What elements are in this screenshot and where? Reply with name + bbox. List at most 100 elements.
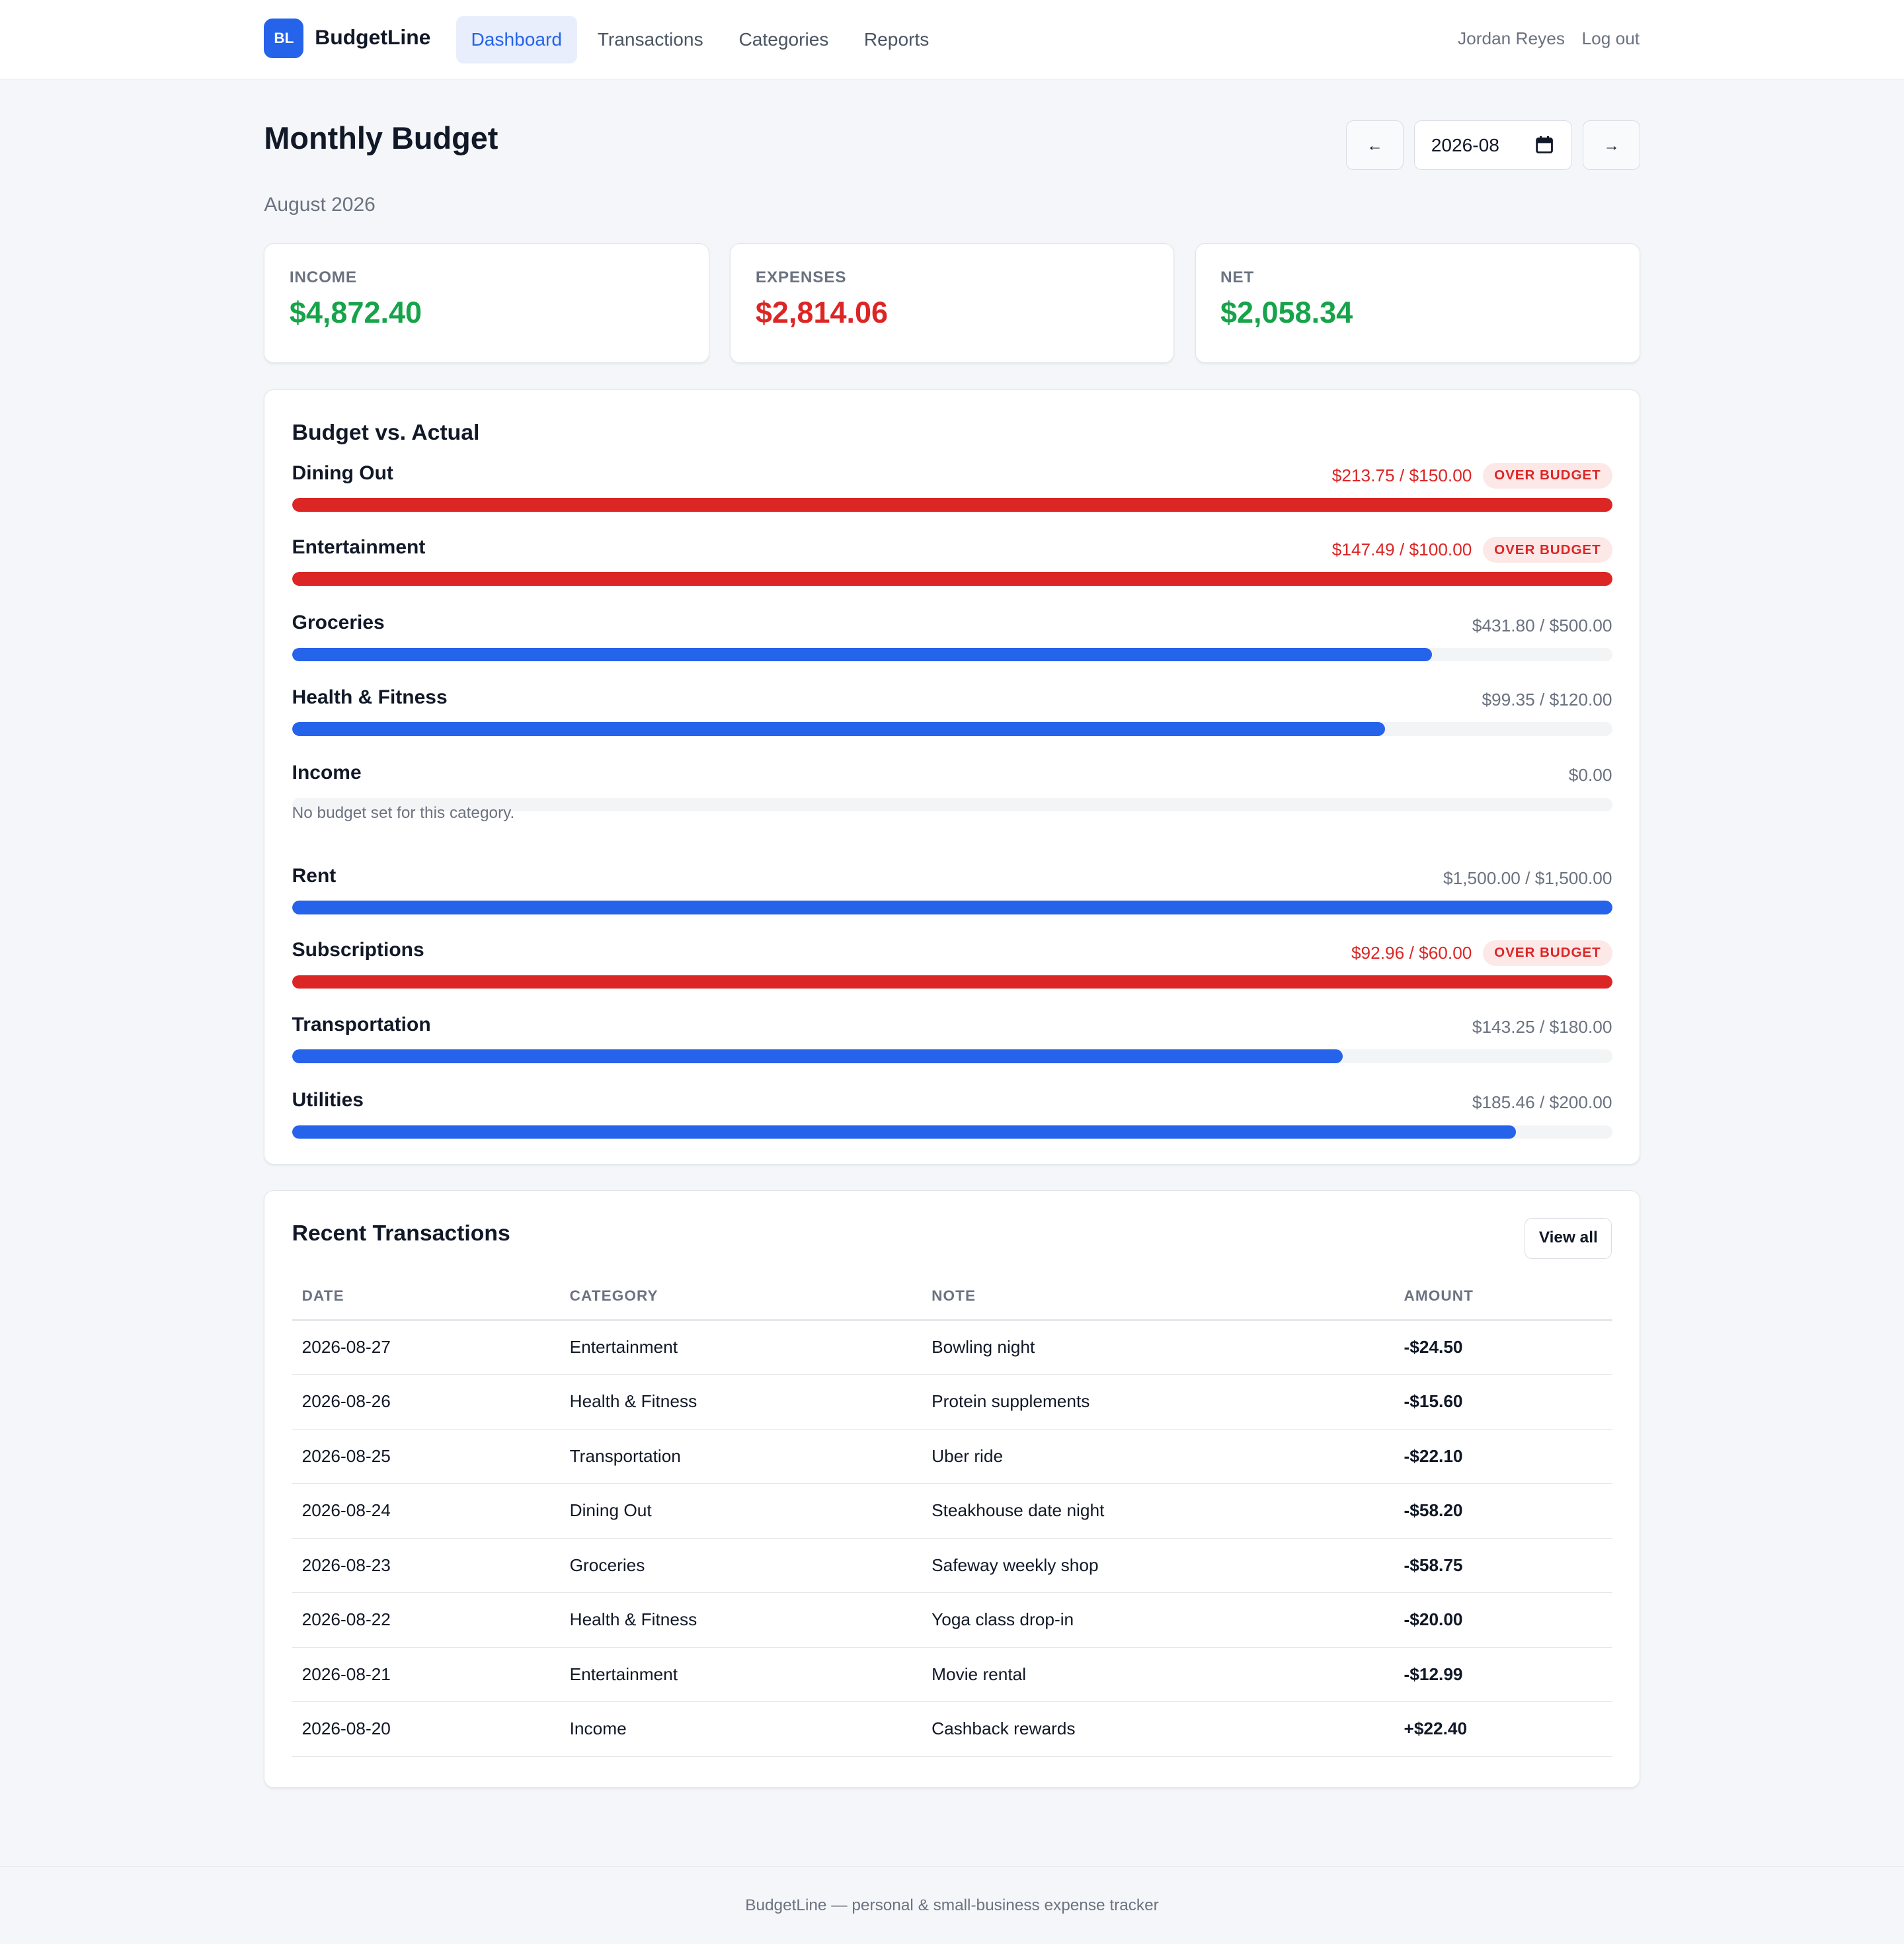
column-header-date[interactable]: DATE [292, 1272, 560, 1321]
budget-row-entertainment: Entertainment $147.49 / $100.00 OVER BUDGE… [292, 536, 1612, 598]
recent-transactions-card: Recent Transactions View all DATE CATEGO… [264, 1190, 1640, 1788]
table-row[interactable]: 2026-08-23 Groceries Safeway weekly shop -$… [292, 1538, 1612, 1593]
income-summary-card: INCOME $4,872.40 [264, 243, 709, 364]
nav-link-reports[interactable]: Reports [863, 29, 930, 50]
transaction-amount: -$22.10 [1394, 1429, 1612, 1484]
budget-row-transportation: Transportation $143.25 / $180.00 [292, 1014, 1612, 1076]
income-value: $4,872.40 [289, 296, 422, 330]
budget-progress-fill [292, 572, 1612, 586]
transaction-amount: -$20.00 [1394, 1592, 1612, 1648]
expenses-value: $2,814.06 [755, 296, 889, 330]
budget-progress-track [292, 797, 1612, 812]
budget-row-utilities: Utilities $185.46 / $200.00 [292, 1089, 1612, 1151]
transaction-note: Cashback rewards [922, 1701, 1394, 1757]
budget-progress-track [292, 647, 1612, 662]
column-header-note[interactable]: NOTE [922, 1272, 1394, 1321]
budget-amount: $147.49 / $100.00 [1331, 540, 1472, 560]
column-header-amount[interactable]: AMOUNT [1394, 1272, 1612, 1321]
budget-amount: $431.80 / $500.00 [1472, 615, 1612, 635]
budget-progress-track [292, 901, 1612, 914]
budget-amount-group: $185.46 / $200.00 [1472, 1089, 1612, 1116]
nav-link-categories[interactable]: Categories [738, 29, 829, 50]
brand-name[interactable]: BudgetLine [315, 24, 431, 49]
transaction-category: Transportation [559, 1429, 922, 1484]
table-row[interactable]: 2026-08-21 Entertainment Movie rental -$12.… [292, 1647, 1612, 1702]
brand-logo[interactable]: BL [264, 19, 304, 59]
calendar-icon[interactable] [1535, 136, 1554, 154]
budget-progress-fill [292, 1049, 1343, 1063]
net-label: NET [1220, 268, 1254, 286]
budget-amount-group: $92.96 / $60.00 OVER BUDGET [1351, 939, 1612, 966]
transaction-note: Movie rental [922, 1647, 1394, 1702]
transactions-section-title: Recent Transactions [292, 1221, 510, 1246]
transaction-date: 2026-08-27 [292, 1320, 560, 1375]
budget-amount: $213.75 / $150.00 [1331, 465, 1472, 485]
budget-amount: $1,500.00 / $1,500.00 [1443, 868, 1612, 888]
budget-amount-group: $147.49 / $100.00 OVER BUDGET [1332, 536, 1612, 563]
nav-link-transactions[interactable]: Transactions [597, 29, 703, 50]
over-budget-badge: OVER BUDGET [1483, 462, 1612, 489]
net-value: $2,058.34 [1220, 296, 1353, 330]
table-row[interactable]: 2026-08-27 Entertainment Bowling night -$24… [292, 1320, 1612, 1375]
net-summary-card: NET $2,058.34 [1195, 243, 1640, 364]
page-subtitle: August 2026 [264, 193, 376, 216]
budget-category-name: Dining Out [292, 462, 393, 484]
table-row[interactable]: 2026-08-24 Dining Out Steakhouse date nigh… [292, 1483, 1612, 1539]
budget-progress-track [292, 1125, 1612, 1139]
budget-category-name: Groceries [292, 612, 385, 634]
transaction-category: Entertainment [559, 1320, 922, 1375]
top-nav: BL BudgetLine Dashboard Transactions Cat… [0, 0, 1904, 79]
footer-text: BudgetLine — personal & small-business e… [745, 1896, 1159, 1914]
page-title: Monthly Budget [264, 120, 498, 155]
month-picker-input[interactable]: 2026-08 [1414, 120, 1572, 170]
transaction-date: 2026-08-23 [292, 1538, 560, 1593]
budget-progress-track [292, 497, 1612, 512]
column-header-category[interactable]: CATEGORY [559, 1272, 922, 1321]
budget-amount: $99.35 / $120.00 [1482, 690, 1612, 709]
view-all-button[interactable]: View all [1525, 1218, 1612, 1260]
transaction-date: 2026-08-20 [292, 1701, 560, 1757]
over-budget-badge: OVER BUDGET [1483, 537, 1612, 563]
table-row[interactable]: 2026-08-20 Income Cashback rewards +$22.40 [292, 1701, 1612, 1757]
budget-amount-group: $213.75 / $150.00 OVER BUDGET [1332, 462, 1612, 489]
over-budget-badge: OVER BUDGET [1483, 940, 1612, 966]
next-month-button[interactable]: → [1583, 120, 1640, 170]
table-row[interactable]: 2026-08-22 Health & Fitness Yoga class dro… [292, 1592, 1612, 1648]
budget-progress-track [292, 572, 1612, 586]
transaction-date: 2026-08-26 [292, 1374, 560, 1430]
nav-link-dashboard[interactable]: Dashboard [456, 16, 577, 63]
budget-progress-track [292, 722, 1612, 736]
budget-row-health-fitness: Health & Fitness $99.35 / $120.00 [292, 686, 1612, 749]
user-name[interactable]: Jordan Reyes [1458, 28, 1565, 49]
transactions-table: DATE CATEGORY NOTE AMOUNT 2026-08-27 Ente… [292, 1272, 1612, 1757]
transaction-note: Protein supplements [922, 1374, 1394, 1430]
budget-amount-group: $0.00 [1569, 762, 1612, 789]
budget-progress-fill [292, 497, 1612, 512]
budget-progress-fill [292, 647, 1433, 662]
table-row[interactable]: 2026-08-25 Transportation Uber ride -$22.10 [292, 1429, 1612, 1484]
transaction-category: Dining Out [559, 1483, 922, 1539]
expenses-label: EXPENSES [755, 268, 847, 286]
transaction-amount: -$15.60 [1394, 1374, 1612, 1430]
transaction-category: Health & Fitness [559, 1592, 922, 1648]
budget-progress-track [292, 1049, 1612, 1063]
budget-row-rent: Rent $1,500.00 / $1,500.00 [292, 865, 1612, 927]
logout-link[interactable]: Log out [1581, 28, 1640, 49]
budget-amount: $92.96 / $60.00 [1351, 942, 1472, 963]
budget-progress-fill [292, 1125, 1517, 1139]
no-budget-note: No budget set for this category. [292, 804, 515, 822]
transaction-category: Health & Fitness [559, 1374, 922, 1430]
transaction-date: 2026-08-24 [292, 1483, 560, 1539]
prev-month-button[interactable]: ← [1346, 120, 1404, 170]
arrow-right-icon: → [1603, 136, 1620, 155]
budget-progress-fill [292, 901, 1612, 914]
table-row[interactable]: 2026-08-26 Health & Fitness Protein supple… [292, 1374, 1612, 1430]
budget-row-income: Income $0.00 No budget set for this catego… [292, 762, 1612, 824]
budget-amount-group: $99.35 / $120.00 [1482, 686, 1612, 713]
transaction-note: Steakhouse date night [922, 1483, 1394, 1539]
budget-category-name: Entertainment [292, 536, 426, 558]
transaction-note: Yoga class drop-in [922, 1592, 1394, 1648]
transaction-note: Bowling night [922, 1320, 1394, 1375]
month-value: 2026-08 [1431, 134, 1499, 155]
budget-category-name: Transportation [292, 1013, 431, 1035]
